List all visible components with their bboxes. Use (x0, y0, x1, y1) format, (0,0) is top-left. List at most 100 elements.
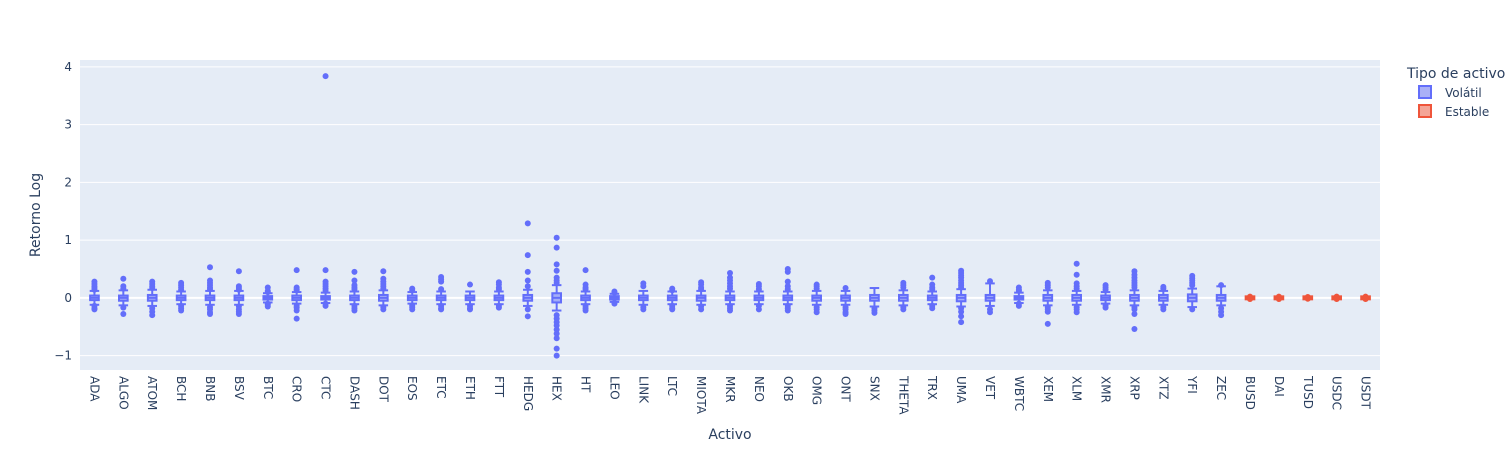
outlier-point (1189, 306, 1196, 313)
outlier-point (438, 306, 445, 313)
outlier-point (524, 283, 531, 290)
box-etc[interactable] (435, 274, 447, 313)
outlier-point (293, 287, 300, 294)
outlier-point (1160, 285, 1167, 292)
outlier-point (784, 268, 791, 275)
outlier-point (553, 261, 560, 268)
box-omg[interactable] (811, 281, 822, 316)
box-tusd[interactable] (1302, 293, 1314, 302)
box-atom[interactable] (146, 278, 158, 319)
box-uma[interactable] (955, 267, 967, 326)
box-link[interactable] (638, 280, 649, 313)
outlier-point (784, 278, 791, 285)
box-ltc[interactable] (666, 285, 678, 313)
box-xem[interactable] (1042, 279, 1054, 327)
box-btc[interactable] (262, 284, 274, 310)
box-ht[interactable] (580, 267, 591, 314)
box-ont[interactable] (840, 285, 851, 318)
outlier-point (524, 313, 531, 320)
outlier-point (1073, 309, 1080, 316)
box-zec[interactable] (1215, 282, 1227, 319)
outlier-point (409, 287, 416, 294)
box-yfi[interactable] (1186, 272, 1198, 313)
x-tick-label: ZEC (1214, 376, 1228, 400)
outlier-point (120, 275, 127, 282)
x-tick-label: HEDG (521, 376, 535, 411)
box-vet[interactable] (984, 278, 996, 316)
box-algo[interactable] (118, 275, 129, 318)
outlier-point (235, 311, 242, 318)
y-tick-label: 0 (64, 291, 72, 305)
outlier-point (842, 285, 849, 292)
box-bch[interactable] (175, 279, 187, 314)
box-snx[interactable] (869, 287, 880, 316)
outlier-point (235, 268, 242, 275)
box-xlm[interactable] (1071, 260, 1083, 316)
box-hedg[interactable] (522, 220, 534, 320)
outlier-point (351, 268, 358, 275)
outlier-point (351, 307, 358, 314)
x-tick-label: BCH (174, 376, 188, 401)
outlier-point (1131, 326, 1138, 333)
box-trx[interactable] (926, 274, 938, 312)
x-tick-label: XRP (1127, 376, 1141, 400)
box-dot[interactable] (378, 268, 389, 313)
box-theta[interactable] (898, 279, 909, 313)
box-usdt[interactable] (1360, 293, 1371, 302)
y-tick-label: 3 (64, 118, 72, 132)
box-cro[interactable] (291, 267, 303, 322)
boxes (89, 73, 1371, 359)
x-tick-label: VET (983, 376, 997, 400)
outlier-point (322, 73, 329, 80)
x-tick-label: LEO (607, 376, 621, 400)
outlier-point (553, 234, 560, 241)
box-xmr[interactable] (1100, 282, 1111, 311)
outlier-point (553, 335, 560, 342)
box-leo[interactable] (609, 288, 620, 307)
box-hex[interactable] (551, 234, 562, 359)
box-mkr[interactable] (724, 270, 736, 314)
box-ctc[interactable] (320, 73, 331, 309)
box-eos[interactable] (406, 285, 418, 313)
box-wbtc[interactable] (1013, 284, 1025, 309)
legend-swatch-estable (1418, 104, 1432, 118)
x-tick-label: FTT (492, 376, 506, 398)
outlier-point (1073, 285, 1080, 292)
box-miota[interactable] (695, 279, 707, 313)
x-tick-label: HEX (550, 376, 564, 401)
box-ada[interactable] (89, 278, 100, 313)
box-okb[interactable] (782, 265, 794, 314)
box-xrp[interactable] (1129, 268, 1140, 333)
x-tick-label: DASH (347, 376, 361, 410)
outlier-point (669, 306, 676, 313)
box-usdc[interactable] (1331, 293, 1343, 302)
outlier-point (727, 307, 733, 314)
outlier-point (293, 315, 300, 322)
box-neo[interactable] (753, 280, 765, 313)
x-tick-label: USDT (1359, 376, 1373, 410)
box-xtz[interactable] (1158, 283, 1169, 313)
outlier-point (178, 286, 185, 293)
legend-item-volatil[interactable]: Volátil (1418, 85, 1482, 100)
x-tick-label: DOT (376, 376, 390, 403)
outlier-point (207, 311, 213, 318)
x-tick-label: LTC (665, 376, 679, 396)
outlier-point (582, 267, 589, 274)
x-tick-label: UMA (954, 376, 968, 404)
x-tick-label: BSV (232, 376, 246, 401)
box-bsv[interactable] (233, 268, 245, 318)
outlier-point (524, 220, 531, 227)
box-bnb[interactable] (204, 264, 216, 318)
box-eth[interactable] (464, 281, 476, 313)
x-tick-label: NEO (752, 376, 766, 402)
outlier-point (1102, 286, 1109, 293)
box-ftt[interactable] (493, 279, 505, 311)
x-tick-label: CRO (290, 376, 304, 402)
legend-item-estable[interactable]: Estable (1418, 104, 1489, 119)
box-dai[interactable] (1273, 293, 1285, 302)
outlier-point (91, 306, 98, 313)
outlier-point (553, 244, 560, 251)
outlier-point (235, 286, 242, 293)
box-busd[interactable] (1244, 293, 1256, 302)
box-dash[interactable] (349, 268, 360, 314)
